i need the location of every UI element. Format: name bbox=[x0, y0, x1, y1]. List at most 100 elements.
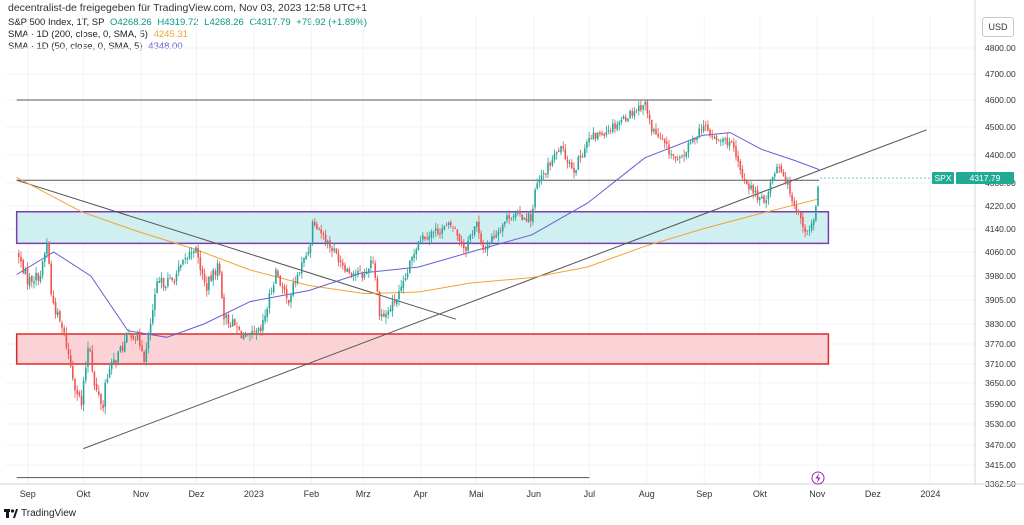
candle-body bbox=[769, 182, 772, 193]
candle-body bbox=[577, 156, 580, 170]
candle-body bbox=[59, 311, 61, 322]
candle-body bbox=[672, 154, 675, 156]
candle-body bbox=[89, 349, 91, 352]
candle-body bbox=[616, 124, 618, 130]
candle-body bbox=[221, 272, 223, 298]
candle-body bbox=[434, 228, 437, 231]
y-tick-label: 3830.00 bbox=[985, 319, 1016, 329]
candle-body bbox=[758, 197, 761, 201]
candle-body bbox=[640, 104, 642, 111]
candle-body bbox=[663, 139, 666, 144]
candle-body bbox=[264, 315, 266, 322]
candle-body bbox=[106, 378, 109, 383]
x-tick-label: Dez bbox=[188, 489, 205, 499]
candle-body bbox=[368, 268, 370, 273]
candle-body bbox=[329, 240, 331, 248]
candle-body bbox=[590, 138, 592, 139]
candle-body bbox=[514, 212, 517, 218]
candle-body bbox=[633, 111, 636, 117]
y-tick-label: 3905.00 bbox=[985, 295, 1016, 305]
candle-body bbox=[102, 404, 104, 409]
events-lightning-icon[interactable] bbox=[811, 471, 825, 485]
candle-body bbox=[536, 183, 538, 189]
candle-body bbox=[687, 143, 690, 153]
candle-body bbox=[72, 366, 74, 379]
open-value: O4268.26 bbox=[109, 17, 152, 28]
candle-body bbox=[149, 323, 152, 333]
candle-body bbox=[100, 394, 102, 405]
candle-body bbox=[208, 276, 210, 291]
candle-body bbox=[52, 295, 55, 304]
candle-body bbox=[177, 266, 180, 273]
candle-body bbox=[778, 166, 780, 168]
candle-body bbox=[586, 141, 588, 149]
candle-body bbox=[387, 311, 389, 315]
candle-body bbox=[743, 179, 746, 182]
candle-body bbox=[110, 361, 113, 369]
candle-body bbox=[644, 101, 646, 105]
candle-body bbox=[180, 264, 182, 268]
candle-body bbox=[424, 236, 426, 239]
y-tick-label: 4800.00 bbox=[985, 43, 1016, 53]
currency-button[interactable]: USD bbox=[982, 17, 1014, 37]
candle-body bbox=[488, 243, 491, 245]
candle-body bbox=[696, 137, 698, 141]
candle-body bbox=[108, 368, 111, 378]
candle-body bbox=[69, 355, 72, 367]
legend-sma50-row[interactable]: SMA · 1D (50, close, 0, SMA, 5) 4348.00 bbox=[8, 41, 367, 53]
candle-body bbox=[795, 204, 798, 212]
candle-body bbox=[242, 335, 245, 340]
candle-body bbox=[638, 105, 640, 112]
x-tick-label: 2024 bbox=[920, 489, 940, 499]
candle-body bbox=[212, 269, 214, 281]
candle-body bbox=[482, 244, 484, 250]
candle-body bbox=[318, 229, 320, 230]
candle-body bbox=[486, 244, 489, 250]
candle-body bbox=[134, 339, 137, 341]
candle-body bbox=[365, 271, 368, 275]
candle-body bbox=[724, 139, 726, 140]
x-tick-label: Jul bbox=[584, 489, 596, 499]
candle-body bbox=[501, 224, 504, 232]
candle-body bbox=[61, 322, 63, 328]
candle-body bbox=[579, 155, 582, 158]
candle-body bbox=[763, 195, 765, 203]
candle-body bbox=[342, 262, 344, 266]
candle-body bbox=[439, 232, 441, 235]
candle-body bbox=[18, 253, 20, 257]
candle-body bbox=[685, 151, 688, 157]
candle-body bbox=[635, 110, 638, 112]
legend-sma200-row[interactable]: SMA · 1D (200, close, 0, SMA, 5) 4245.31 bbox=[8, 29, 367, 41]
candle-body bbox=[497, 231, 500, 235]
candle-body bbox=[808, 230, 811, 231]
candle-body bbox=[74, 378, 76, 391]
candle-body bbox=[193, 251, 195, 254]
candle-body bbox=[584, 148, 586, 158]
candle-body bbox=[625, 117, 627, 121]
candle-body bbox=[735, 146, 737, 157]
candle-body bbox=[668, 144, 670, 155]
candle-body bbox=[538, 180, 541, 183]
candle-body bbox=[303, 257, 305, 264]
sma200-label: SMA · 1D (200, close, 0, SMA, 5) bbox=[8, 29, 148, 40]
candle-body bbox=[210, 275, 212, 281]
candle-body bbox=[262, 320, 264, 331]
candle-body bbox=[50, 263, 52, 295]
candle-body bbox=[175, 273, 178, 282]
candle-body bbox=[119, 346, 122, 352]
candle-body bbox=[447, 222, 450, 225]
candle-body bbox=[337, 253, 340, 263]
legend-symbol-row[interactable]: S&P 500 Index, 1T, SP O4268.26 H4319.72 … bbox=[8, 17, 367, 29]
close-value: C4317.79 bbox=[249, 17, 291, 28]
candle-body bbox=[534, 189, 536, 208]
candle-body bbox=[296, 274, 299, 284]
candle-body bbox=[370, 260, 372, 268]
candle-body bbox=[622, 116, 625, 119]
attribution-header: decentralist-de freigegeben für TradingV… bbox=[0, 0, 1024, 16]
candle-body bbox=[547, 162, 549, 175]
y-tick-label: 4400.00 bbox=[985, 150, 1016, 160]
candle-body bbox=[618, 122, 621, 125]
candle-body bbox=[359, 270, 361, 272]
candle-body bbox=[333, 248, 335, 251]
